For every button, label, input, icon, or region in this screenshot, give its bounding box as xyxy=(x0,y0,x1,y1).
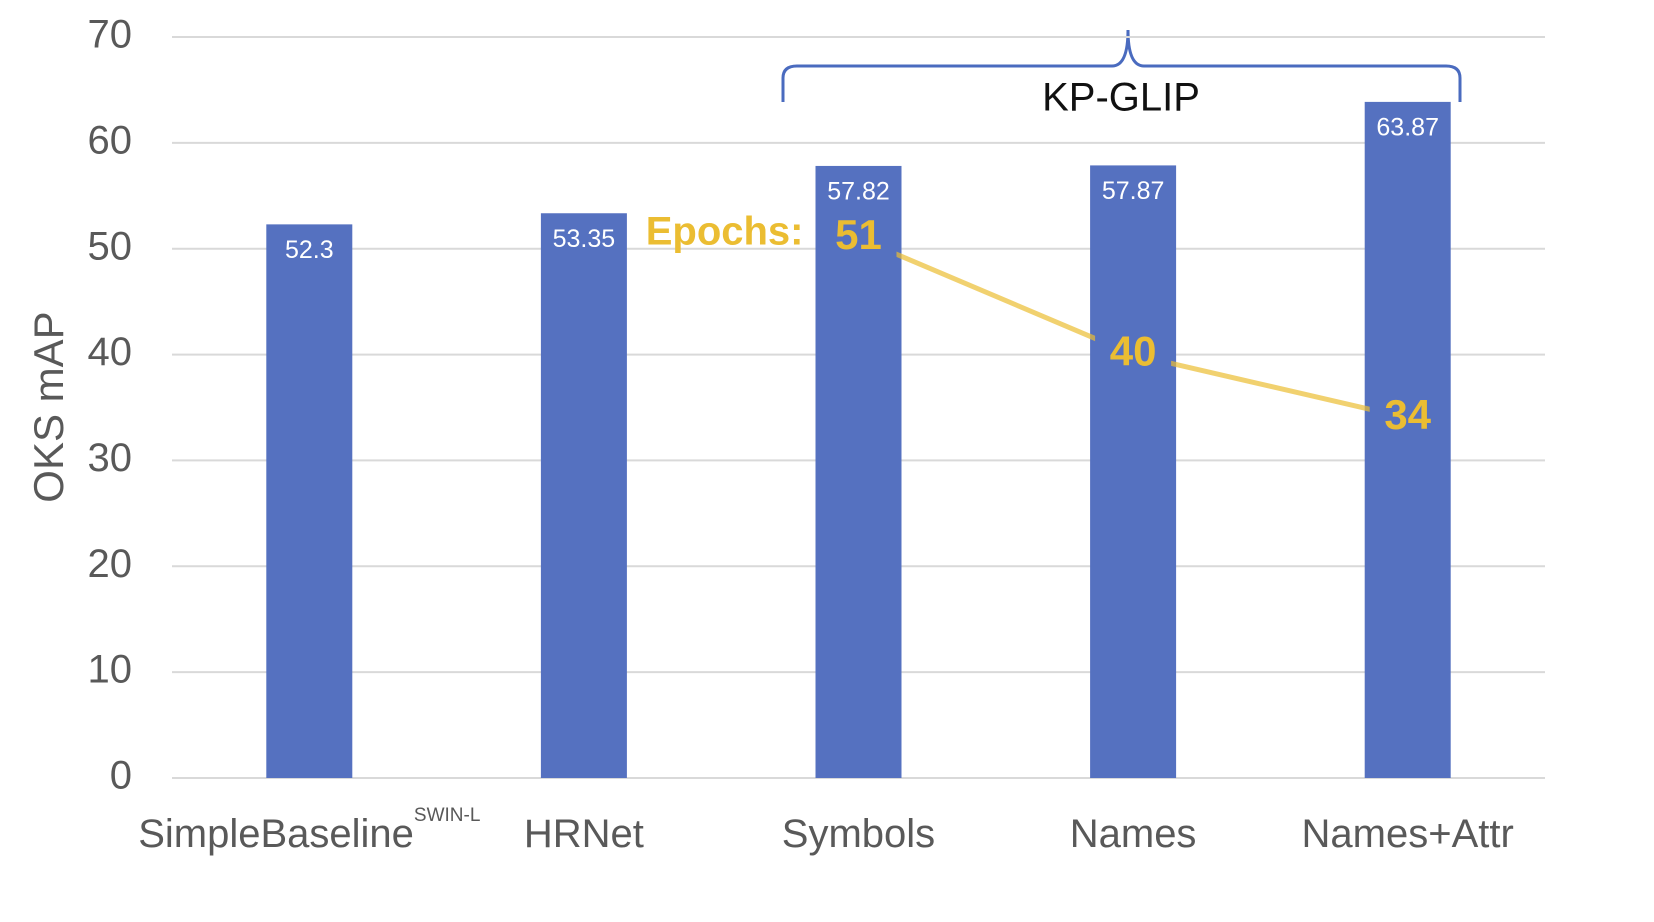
bar xyxy=(1364,101,1451,778)
y-tick-label: 60 xyxy=(88,118,133,162)
x-tick-label: HRNet xyxy=(524,812,644,856)
value-label: 52.3 xyxy=(285,236,334,264)
y-tick-label: 50 xyxy=(88,224,133,268)
y-axis-label: OKS mAP xyxy=(25,311,72,502)
line-name: Epochs: xyxy=(646,210,804,254)
value-label: 57.87 xyxy=(1102,177,1165,205)
annotation: KP-GLIP xyxy=(1042,76,1200,120)
brace xyxy=(781,29,1462,102)
category: Symbols xyxy=(782,812,935,856)
bar xyxy=(1090,165,1177,778)
category: HRNet xyxy=(524,812,644,856)
bar xyxy=(815,165,902,778)
bar xyxy=(540,213,627,778)
category-superscript: SWIN-L xyxy=(414,805,481,826)
x-tick-label: SimpleBaselineSWIN-L xyxy=(138,805,480,856)
line xyxy=(857,235,1409,421)
y-tick-label: 20 xyxy=(88,542,133,586)
category: Names xyxy=(1070,812,1197,856)
line-label: 40 xyxy=(1110,328,1157,375)
y-tick-label: 40 xyxy=(88,330,133,374)
line-label: 34 xyxy=(1384,391,1431,438)
line-label: 51 xyxy=(835,211,882,258)
x-tick-label: Names xyxy=(1070,812,1197,856)
value-label: 53.35 xyxy=(553,225,616,253)
x-tick-label: Symbols xyxy=(782,812,935,856)
y-tick-label: 30 xyxy=(88,436,133,480)
value-label: 57.82 xyxy=(827,178,890,206)
category: Names+Attr xyxy=(1302,812,1514,856)
y-tick-label: 10 xyxy=(88,648,133,692)
value-label: 63.87 xyxy=(1376,113,1439,141)
bar xyxy=(266,224,353,779)
x-tick-label: Names+Attr xyxy=(1302,812,1514,856)
y-tick-label: 70 xyxy=(88,13,133,57)
y-tick-label: 0 xyxy=(110,754,132,798)
category: SimpleBaseline xyxy=(138,812,414,856)
